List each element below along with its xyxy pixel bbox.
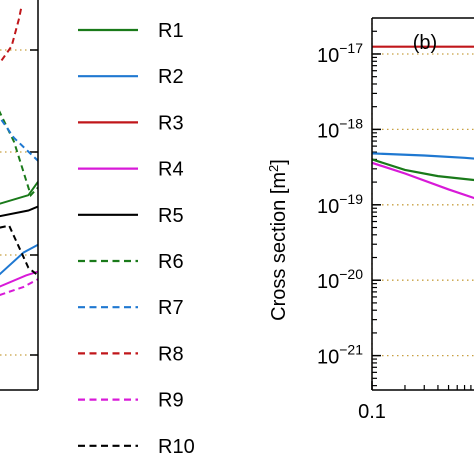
left-series-r9	[0, 278, 38, 296]
y-axis-title-sup: 2	[266, 165, 281, 172]
left-series-r2	[0, 243, 38, 276]
y-tick-label: 10−17	[317, 40, 363, 67]
left-series-r6	[0, 110, 38, 198]
y-axis-title: Cross section [m2]	[266, 159, 291, 321]
legend-label-r2: R2	[158, 66, 184, 88]
y-axis-title-text: Cross section [m	[268, 172, 290, 321]
y-tick-label: 10−19	[317, 191, 363, 218]
y-tick-label: 10−20	[317, 266, 363, 293]
y-tick-label: 10−21	[317, 342, 363, 369]
series-line-r2	[372, 152, 474, 160]
legend-label-r7: R7	[158, 297, 184, 319]
legend: R1 R2 R3 R4 R5 R6 R7 R8 R9 R10	[78, 20, 195, 458]
panel-label: (b)	[413, 32, 437, 54]
legend-label-r8: R8	[158, 343, 184, 365]
legend-label-r1: R1	[158, 20, 184, 42]
legend-label-r9: R9	[158, 390, 184, 412]
left-series-r1	[0, 181, 38, 205]
legend-label-r10: R10	[158, 436, 195, 458]
left-series-r7	[0, 116, 38, 162]
legend-label-r6: R6	[158, 251, 184, 273]
left-series-r8	[0, 8, 23, 65]
series-line-r4	[372, 161, 474, 200]
left-series-r5	[0, 205, 38, 218]
y-tick-label: 10−18	[317, 115, 363, 142]
left-series-r10	[0, 224, 38, 277]
y-axis-title-close: ]	[268, 159, 290, 165]
legend-label-r5: R5	[158, 205, 184, 227]
legend-label-r3: R3	[158, 112, 184, 134]
legend-label-r4: R4	[158, 159, 184, 181]
x-tick-label: 0.1	[358, 401, 386, 423]
series-line-r1	[372, 158, 474, 182]
left-panel	[0, 0, 39, 391]
